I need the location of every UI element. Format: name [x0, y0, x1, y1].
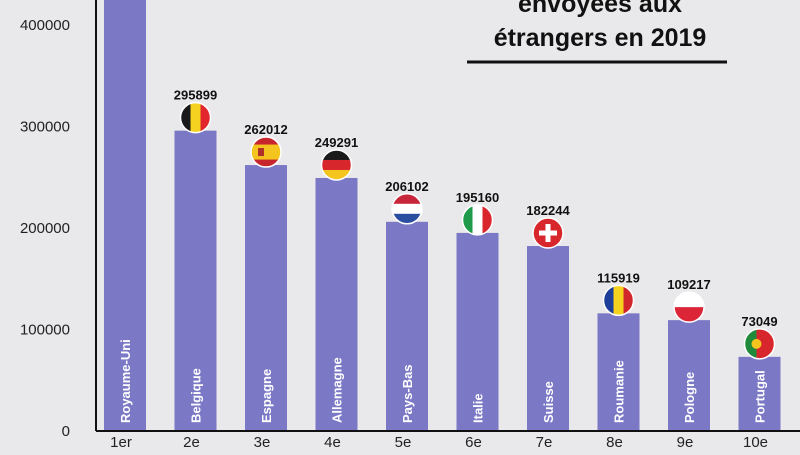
bar-espagne — [245, 165, 287, 432]
rank-label: 5e — [395, 434, 412, 450]
y-tick-label: 300000 — [20, 119, 70, 136]
flag-netherlands-icon — [391, 193, 423, 225]
rank-label: 6e — [465, 434, 482, 450]
rank-label: 4e — [324, 434, 341, 450]
rank-label: 10e — [743, 434, 768, 450]
bar-value-label: 115919 — [597, 270, 640, 285]
bar-category-label: Italie — [471, 393, 486, 423]
bar-category-label: Pologne — [682, 372, 697, 423]
bar-italie — [456, 232, 499, 431]
bar-pays-bas — [386, 221, 428, 431]
rank-label: 8e — [606, 434, 623, 450]
chart-title-line-1: envoyées aux — [518, 0, 682, 18]
flag-spain-icon — [250, 136, 282, 168]
bar-value-label: 195160 — [456, 190, 499, 205]
y-tick-label: 200000 — [20, 220, 70, 237]
flag-portugal-icon — [743, 328, 776, 360]
bar-value-label: 295899 — [174, 88, 217, 103]
flag-belgium-icon — [179, 101, 212, 134]
bar-category-label: Suisse — [541, 381, 556, 423]
flag-poland-icon — [673, 291, 705, 323]
bar-belgique — [174, 130, 217, 431]
bar-category-label: Royaume-Uni — [118, 339, 133, 423]
bar-royaume-uni — [104, 0, 146, 431]
bar-value-label: 182244 — [526, 203, 570, 218]
chart-title-line-2: étrangers en 2019 — [494, 24, 707, 52]
rank-label: 1er — [110, 434, 132, 450]
bar-category-label: Espagne — [259, 369, 274, 423]
rank-label: 3e — [254, 434, 271, 450]
bar-category-label: Pays-Bas — [400, 364, 415, 423]
bar-value-label: 206102 — [385, 179, 428, 194]
bar-suisse — [527, 246, 569, 431]
rank-label: 9e — [677, 434, 694, 450]
bar-category-label: Roumanie — [612, 360, 627, 423]
bar-portugal — [738, 356, 781, 431]
y-tick-label: 100000 — [20, 322, 70, 339]
bar-value-label: 73049 — [741, 314, 777, 329]
bar-pologne — [668, 320, 710, 431]
bar-value-label: 249291 — [315, 135, 358, 150]
y-tick-label: 0 — [62, 423, 70, 440]
y-tick-label: 400000 — [20, 17, 70, 34]
flag-switzerland-icon — [532, 217, 564, 249]
bar-category-label: Portugal — [753, 370, 768, 423]
flag-germany-icon — [320, 149, 353, 181]
rank-label: 2e — [183, 434, 200, 450]
bar-value-label: 262012 — [244, 122, 287, 137]
flag-italy-icon — [461, 204, 494, 236]
bar-allemagne — [315, 177, 358, 431]
rank-label: 7e — [536, 434, 553, 450]
bar-category-label: Belgique — [189, 368, 204, 423]
bar-value-label: 109217 — [667, 277, 710, 292]
bar-roumanie — [597, 313, 640, 431]
flag-romania-icon — [602, 284, 635, 317]
bar-category-label: Allemagne — [330, 357, 345, 423]
